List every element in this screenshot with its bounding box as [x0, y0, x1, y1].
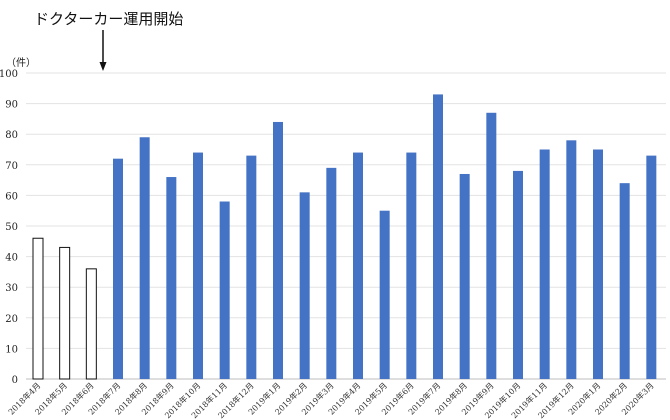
bar — [273, 121, 283, 380]
y-tick-label: 70 — [5, 161, 18, 172]
bar — [566, 140, 577, 379]
bar — [193, 152, 203, 379]
y-tick-label: 80 — [5, 130, 18, 141]
bar — [353, 152, 363, 379]
bar — [113, 158, 123, 379]
bar — [406, 152, 417, 379]
y-tick-label: 100 — [0, 69, 18, 80]
y-tick-label: 20 — [5, 314, 18, 325]
bar — [646, 155, 657, 379]
bar — [139, 137, 150, 379]
bar — [85, 268, 97, 380]
y-tick-label: 0 — [12, 375, 18, 386]
bar — [486, 112, 497, 379]
bar — [326, 167, 337, 379]
y-tick-label: 40 — [5, 253, 18, 264]
y-tick-label: 10 — [5, 344, 18, 355]
bar — [32, 237, 44, 380]
bar — [539, 149, 550, 379]
bar — [166, 177, 177, 379]
bar — [593, 149, 603, 379]
bar — [246, 155, 257, 379]
bar — [59, 246, 71, 380]
bar — [219, 201, 230, 379]
bar — [619, 183, 630, 379]
y-axis-unit-label: （件） — [6, 58, 36, 69]
bar — [513, 170, 523, 379]
annotation-label: ドクターカー運用開始 — [34, 10, 184, 28]
bar — [379, 210, 390, 379]
bar — [459, 173, 470, 379]
bar — [433, 94, 443, 380]
bar — [299, 192, 310, 379]
annotation-arrow-head — [99, 62, 107, 71]
y-tick-label: 60 — [5, 191, 18, 202]
y-tick-label: 50 — [5, 222, 18, 233]
y-tick-label: 30 — [5, 283, 18, 294]
y-tick-label: 90 — [5, 100, 18, 111]
